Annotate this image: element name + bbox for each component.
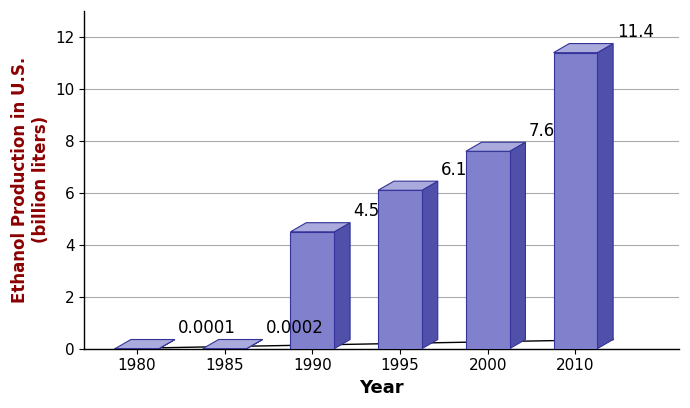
Polygon shape xyxy=(115,339,175,348)
Y-axis label: Ethanol Production in U.S.
(billion liters): Ethanol Production in U.S. (billion lite… xyxy=(11,57,50,303)
Polygon shape xyxy=(246,339,262,348)
Text: 7.6: 7.6 xyxy=(529,122,555,140)
Polygon shape xyxy=(466,151,510,348)
Polygon shape xyxy=(378,190,422,348)
Polygon shape xyxy=(422,181,437,348)
Polygon shape xyxy=(290,223,350,232)
Polygon shape xyxy=(466,142,526,151)
Polygon shape xyxy=(553,53,598,348)
Text: 6.1: 6.1 xyxy=(442,161,468,179)
Polygon shape xyxy=(553,44,613,53)
Text: 11.4: 11.4 xyxy=(617,23,653,41)
Polygon shape xyxy=(598,44,613,348)
Text: 4.5: 4.5 xyxy=(353,202,380,220)
Text: 0.0002: 0.0002 xyxy=(266,319,324,337)
Polygon shape xyxy=(335,223,350,348)
Polygon shape xyxy=(203,339,262,348)
Text: 0.0001: 0.0001 xyxy=(178,319,236,337)
Polygon shape xyxy=(378,181,437,190)
Polygon shape xyxy=(290,232,335,348)
Polygon shape xyxy=(510,142,526,348)
X-axis label: Year: Year xyxy=(359,379,404,397)
Polygon shape xyxy=(159,339,175,348)
